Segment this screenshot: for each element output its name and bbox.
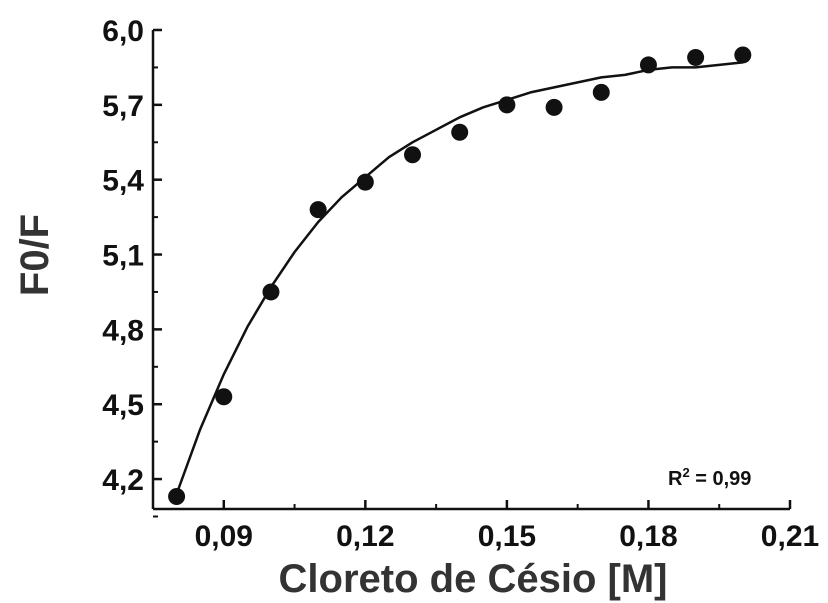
data-point (309, 201, 327, 219)
y-tick-label: 5,4 (102, 165, 144, 198)
x-axis-title: Cloreto de Césio [M] (279, 557, 668, 601)
y-tick-label: 5,1 (102, 240, 144, 273)
axes (151, 30, 790, 511)
data-point (639, 56, 657, 74)
x-tick-label: 0,18 (619, 520, 677, 553)
y-tick-label: 4,5 (102, 389, 144, 422)
y-axis-title: F0/F (13, 214, 57, 296)
r-squared-superscript: 2 (682, 465, 689, 480)
data-points (168, 46, 752, 506)
r-squared-annotation: R2 = 0,99 (668, 465, 751, 490)
data-point (404, 146, 422, 164)
data-point (215, 388, 233, 406)
y-tick-label: 4,2 (102, 464, 144, 497)
x-tick-label: 0,21 (761, 520, 819, 553)
data-point (168, 488, 186, 506)
y-tick-label: 6,0 (102, 15, 144, 48)
r-squared-value: = 0,99 (690, 468, 752, 490)
data-point (592, 83, 610, 101)
data-point (451, 123, 469, 141)
y-tick-label: 5,7 (102, 90, 144, 123)
data-point (262, 283, 280, 301)
y-tick-label: 4,8 (102, 314, 144, 347)
data-point (545, 98, 563, 116)
x-tick-label: 0,09 (195, 520, 253, 553)
ticks: 4,2 4,5 4,8 5,1 5,4 5,7 6,0 0,09 0,12 0,15 0,18 0,2… (102, 15, 819, 553)
data-point (356, 173, 374, 191)
data-point (687, 48, 705, 66)
x-tick-label: 0,15 (478, 520, 536, 553)
r-squared-r: R (668, 468, 683, 490)
data-point (498, 96, 516, 114)
x-tick-label: 0,12 (336, 520, 394, 553)
data-point (734, 46, 752, 64)
